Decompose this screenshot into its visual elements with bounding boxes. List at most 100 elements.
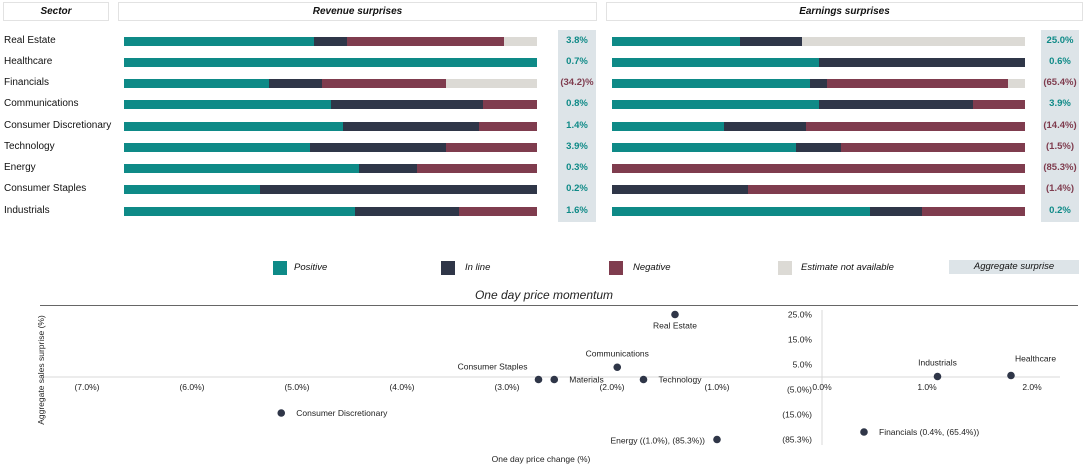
revenue-aggregate-energy: 0.3% <box>566 162 588 173</box>
scatter-point-industrials <box>933 372 942 381</box>
revenue-bar-industrials-negative <box>458 207 537 216</box>
scatter-x-tick-6-0: (6.0%) <box>179 382 204 392</box>
revenue-bar-industrials-positive <box>124 207 356 216</box>
scatter-label-communications: Communications <box>586 348 649 358</box>
scatter-y-axis-label: Aggregate sales surprise (%) <box>36 315 46 425</box>
revenue-bar-consumer-staples-positive <box>124 185 261 194</box>
scatter-point-real-estate <box>671 310 679 319</box>
scatter-x-tick-5-0: (5.0%) <box>284 382 309 392</box>
revenue-surprises-header: Revenue surprises <box>118 2 597 21</box>
revenue-bar-real-estate-positive <box>124 37 314 46</box>
scatter-point-communications <box>613 363 622 372</box>
scatter-label-consumer-discretionary: Consumer Discretionary <box>296 408 388 418</box>
earnings-aggregate-real-estate: 25.0% <box>1046 35 1074 46</box>
legend-negative-label: Negative <box>633 262 671 273</box>
scatter-x-tick-1-0: (1.0%) <box>704 382 729 392</box>
legend-inline-label: In line <box>465 262 491 273</box>
revenue-bar-real-estate-in-line <box>313 37 347 46</box>
scatter-label-financials-0-4-65-4: Financials (0.4%, (65.4%)) <box>879 427 979 437</box>
earnings-bar-energy-negative <box>612 164 1025 173</box>
scatter-point-consumer-discretionary <box>277 409 286 417</box>
revenue-bar-financials-positive <box>124 79 269 88</box>
sector-label-communications: Communications <box>4 98 79 109</box>
revenue-bar-financials-negative <box>322 79 447 88</box>
sector-label-consumer-staples: Consumer Staples <box>4 183 87 194</box>
earnings-bar-healthcare-in-line <box>818 58 1025 67</box>
earnings-bar-consumer-staples-negative <box>748 185 1025 194</box>
revenue-aggregate-financials: (34.2)% <box>560 77 594 88</box>
scatter-x-tick-2-0: 2.0% <box>1022 382 1042 392</box>
scatter-point-materials <box>550 375 559 384</box>
scatter-label-materials: Materials <box>569 375 603 385</box>
earnings-aggregate-panel <box>1041 30 1079 222</box>
earnings-bar-communications-positive <box>612 100 819 109</box>
scatter-label-real-estate: Real Estate <box>653 321 697 331</box>
earnings-bar-technology-in-line <box>795 143 842 152</box>
revenue-aggregate-industrials: 1.6% <box>566 205 588 216</box>
scatter-label-technology: Technology <box>659 375 703 385</box>
earnings-aggregate-consumer-discretionary: (14.4%) <box>1043 120 1077 131</box>
scatter-label-energy-1-0-85-3: Energy ((1.0%), (85.3%)) <box>611 436 706 446</box>
earnings-surprises-header: Earnings surprises <box>606 2 1083 21</box>
earnings-bar-consumer-staples-in-line <box>612 185 749 194</box>
revenue-bar-financials-in-line <box>268 79 323 88</box>
revenue-bar-communications-positive <box>124 100 331 109</box>
scatter-y-tick-5-0: (5.0%) <box>787 385 812 395</box>
revenue-aggregate-communications: 0.8% <box>566 98 588 109</box>
scatter-label-consumer-staples: Consumer Staples <box>458 362 528 372</box>
scatter-y-tick-15-0: 15.0% <box>788 335 813 345</box>
earnings-bar-communications-in-line <box>818 100 974 109</box>
earnings-aggregate-financials: (65.4%) <box>1043 77 1077 88</box>
earnings-aggregate-healthcare: 0.6% <box>1049 56 1071 67</box>
earnings-bar-financials-estimate-not-available <box>1008 79 1025 88</box>
revenue-bar-industrials-in-line <box>355 207 459 216</box>
sector-label-industrials: Industrials <box>4 205 50 216</box>
earnings-bar-consumer-discretionary-in-line <box>723 122 807 131</box>
revenue-aggregate-consumer-staples: 0.2% <box>566 183 588 194</box>
earnings-bar-real-estate-positive <box>612 37 741 46</box>
scatter-y-tick-5-0: 5.0% <box>793 360 813 370</box>
sector-label-financials: Financials <box>4 77 50 88</box>
earnings-bar-technology-negative <box>841 143 1025 152</box>
revenue-aggregate-technology: 3.9% <box>566 141 588 152</box>
revenue-aggregate-consumer-discretionary: 1.4% <box>566 120 588 131</box>
legend-aggregate: Aggregate surprise <box>949 260 1079 274</box>
scatter-y-tick-15-0: (15.0%) <box>782 410 812 420</box>
legend-negative-swatch <box>609 261 623 275</box>
scatter-title: One day price momentum <box>474 288 614 302</box>
scatter-x-tick-7-0: (7.0%) <box>74 382 99 392</box>
revenue-bar-consumer-staples-in-line <box>260 185 537 194</box>
revenue-bar-real-estate-negative <box>347 37 504 46</box>
earnings-bar-industrials-in-line <box>870 207 922 216</box>
revenue-bar-energy-positive <box>124 164 360 173</box>
revenue-bar-real-estate-estimate-not-available <box>503 37 537 46</box>
scatter-label-industrials: Industrials <box>918 358 957 368</box>
scatter-point-financials-0-4-65-4 <box>860 428 868 436</box>
earnings-aggregate-energy: (85.3%) <box>1043 162 1077 173</box>
revenue-bar-consumer-discretionary-negative <box>479 122 537 131</box>
revenue-aggregate-real-estate: 3.8% <box>566 35 588 46</box>
legend-inline-swatch <box>441 261 455 275</box>
legend-na-swatch <box>778 261 792 275</box>
earnings-aggregate-communications: 3.9% <box>1049 98 1071 109</box>
earnings-aggregate-technology: (1.5%) <box>1046 141 1074 152</box>
revenue-bar-consumer-discretionary-positive <box>124 122 343 131</box>
earnings-bar-industrials-positive <box>612 207 871 216</box>
scatter-y-tick-85-3: (85.3%) <box>782 435 812 445</box>
earnings-bar-financials-negative <box>826 79 1009 88</box>
legend-na-label: Estimate not available <box>801 262 894 273</box>
scatter-x-tick-4-0: (4.0%) <box>389 382 414 392</box>
earnings-bar-technology-positive <box>612 143 796 152</box>
earnings-bar-real-estate-in-line <box>740 37 802 46</box>
earnings-bar-industrials-negative <box>921 207 1025 216</box>
scatter-x-tick-2-0: (2.0%) <box>599 382 624 392</box>
sector-header: Sector <box>3 2 109 21</box>
revenue-bar-communications-negative <box>483 100 537 109</box>
scatter-point-healthcare <box>1007 371 1015 380</box>
revenue-aggregate-panel <box>558 30 596 222</box>
earnings-bar-consumer-discretionary-negative <box>806 122 1025 131</box>
legend-positive-label: Positive <box>294 262 328 273</box>
earnings-bar-financials-positive <box>612 79 811 88</box>
scatter-x-tick-1-0: 1.0% <box>917 382 937 392</box>
revenue-bar-energy-in-line <box>359 164 418 173</box>
